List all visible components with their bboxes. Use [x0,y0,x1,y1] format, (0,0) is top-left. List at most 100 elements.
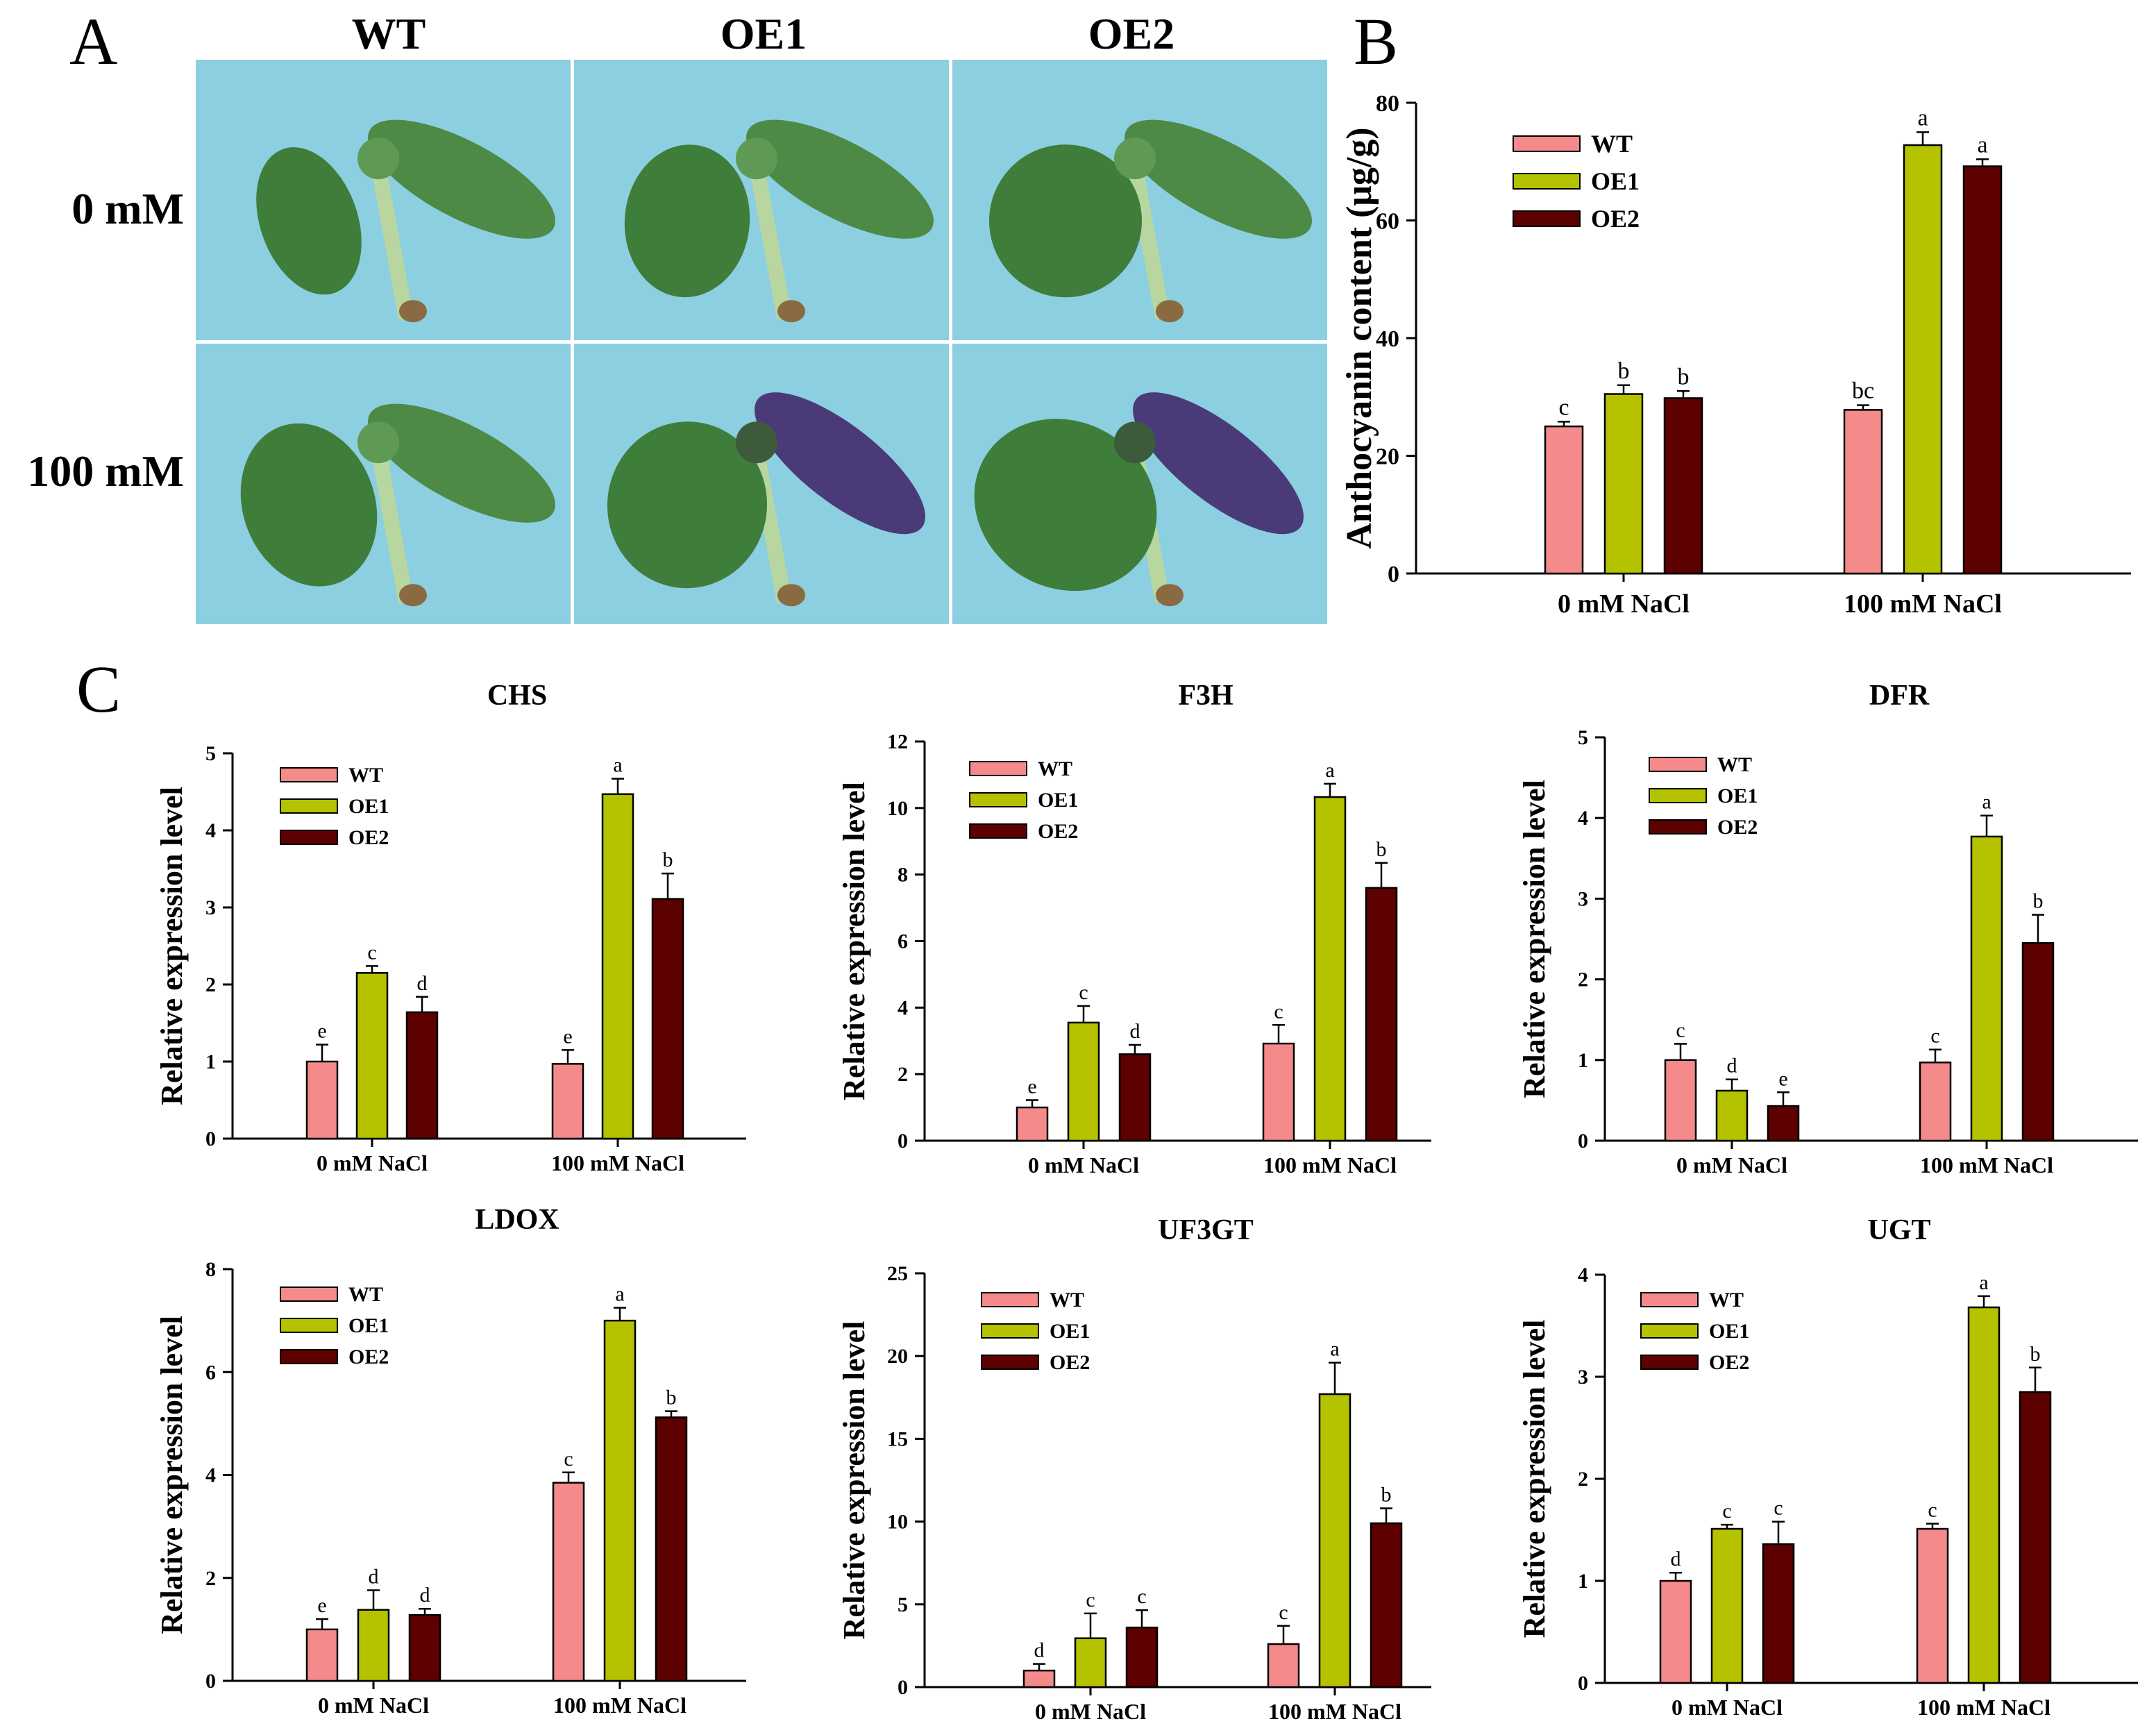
y-axis-label: Relative expression level [1517,780,1551,1098]
seed-coat [1156,300,1184,323]
legend-label-oe1: OE1 [1709,1320,1749,1343]
legend-label-oe2: OE2 [1717,816,1758,839]
significance-letter: b [2033,890,2044,913]
chart-title: DFR [1869,680,1930,712]
cotyledon-leaf [368,403,555,523]
cotyledon-leaf [624,144,750,298]
y-tick-label: 20 [887,1345,908,1368]
bar-oe2-100-mm-nacl [655,1416,688,1682]
y-tick-label: 10 [887,797,908,820]
shoot-apex [1114,421,1156,464]
chart-dfr: 0 1 2 3 4 5 0 mM NaCl 100 mM NaCl Relative expre… [1517,680,2138,1177]
x-category-label: 0 mM NaCl [1676,1153,1787,1177]
y-tick-label: 25 [887,1262,908,1285]
y-tick-label: 4 [898,996,908,1019]
y-tick-label: 0 [1388,562,1399,587]
cotyledon-leaf [256,147,362,295]
bar-oe2-0-mm-nacl [1767,1105,1800,1142]
y-tick-label: 2 [205,973,216,996]
seed-coat [1156,584,1184,607]
significance-letter: e [1778,1067,1787,1090]
chart-legend: WT OE1 OE2 [969,757,1078,843]
x-category-label: 100 mM NaCl [1268,1699,1401,1724]
significance-letter: a [1325,759,1334,782]
x-category-label: 100 mM NaCl [1844,589,2002,619]
legend-label-oe1: OE1 [1038,789,1078,812]
bar-oe1-0-mm-nacl [1603,393,1644,575]
bar-oe1-100-mm-nacl [1313,796,1347,1142]
legend-swatch-oe1 [981,1323,1039,1339]
y-tick-label: 6 [205,1361,216,1384]
legend-label-wt: WT [1591,130,1633,158]
bar-oe2-0-mm-nacl [1125,1626,1159,1688]
significance-letter: c [1279,1601,1288,1624]
y-tick-label: 3 [1578,887,1588,910]
y-tick-label: 80 [1376,91,1399,117]
y-tick-label: 12 [887,730,908,753]
bar-wt-100-mm-nacl [1843,409,1883,575]
y-tick-label: 60 [1376,209,1399,235]
y-tick-label: 0 [205,1128,216,1150]
legend-label-oe1: OE1 [1717,785,1758,807]
bar-wt-0-mm-nacl [1664,1059,1697,1142]
bar-oe2-0-mm-nacl [1663,397,1703,575]
legend-label-wt: WT [348,764,383,787]
chart-legend: WT OE1 OE2 [280,1283,389,1368]
cotyledon-leaf [607,421,768,589]
cotyledon-leaf [368,119,555,239]
bar-oe1-100-mm-nacl [601,793,634,1140]
significance-letter: b [2030,1343,2041,1366]
shoot-apex [357,137,399,180]
bar-oe1-0-mm-nacl [1067,1021,1100,1142]
y-tick-label: 1 [1578,1570,1588,1593]
significance-letter: a [615,1283,624,1306]
chart-legend: WT OE1 OE2 [981,1289,1090,1374]
x-category-label: 0 mM NaCl [1671,1695,1783,1720]
seedling-photo-oe2-100-mm [952,344,1327,624]
chart-title: LDOX [475,1204,559,1236]
chart-uf3gt: 0 5 10 15 20 25 0 mM NaCl 100 mM NaCl Relative e… [837,1214,1431,1724]
legend-swatch-oe2 [1640,1355,1699,1370]
chart-legend: WT OE1 OE2 [1640,1289,1749,1374]
chart-ldox: 0 2 4 6 8 0 mM NaCl 100 mM NaCl Relative expres… [155,1204,746,1718]
legend-label-oe2: OE2 [1050,1351,1090,1374]
y-tick-label: 5 [1578,726,1588,749]
bar-oe1-100-mm-nacl [1903,144,1943,575]
y-tick-label: 0 [1578,1130,1588,1153]
significance-letter: c [1079,981,1088,1004]
bar-wt-0-mm-nacl [1016,1106,1049,1142]
bar-oe1-100-mm-nacl [1967,1306,2001,1684]
y-tick-label: 8 [205,1258,216,1281]
legend-swatch-oe1 [1649,788,1707,803]
cotyledon-leaf [755,392,925,535]
y-tick-label: 1 [1578,1049,1588,1072]
legend-swatch-oe1 [280,1318,338,1333]
bar-wt-0-mm-nacl [305,1060,339,1140]
x-category-label: 100 mM NaCl [551,1150,684,1175]
y-tick-label: 0 [898,1130,908,1153]
y-tick-label: 40 [1376,326,1399,352]
x-category-label: 100 mM NaCl [1920,1153,2053,1177]
x-category-label: 100 mM NaCl [553,1693,687,1718]
seed-coat [399,300,427,323]
y-tick-label: 4 [1578,1264,1588,1286]
legend-swatch-wt [1513,135,1581,152]
cotyledon-leaf [974,419,1157,592]
legend-swatch-oe2 [1649,819,1707,835]
shoot-apex [736,137,777,180]
bar-oe2-100-mm-nacl [2019,1391,2052,1684]
legend-swatch-oe1 [280,798,338,814]
bar-oe1-0-mm-nacl [355,972,389,1140]
chart-legend: WT OE1 OE2 [1649,753,1758,839]
seed-coat [399,584,427,607]
significance-letter: e [317,1020,326,1043]
chart-title: CHS [487,680,547,712]
legend-label-oe2: OE2 [1038,820,1078,843]
legend-swatch-oe1 [969,792,1027,807]
photo-row-label-100mm: 100 mM [27,446,184,496]
legend-label-wt: WT [1050,1289,1084,1311]
seedling-stem [371,448,414,604]
bar-oe1-0-mm-nacl [1710,1527,1744,1684]
bar-oe2-0-mm-nacl [405,1011,439,1140]
chart-legend: WT OE1 OE2 [280,764,389,849]
